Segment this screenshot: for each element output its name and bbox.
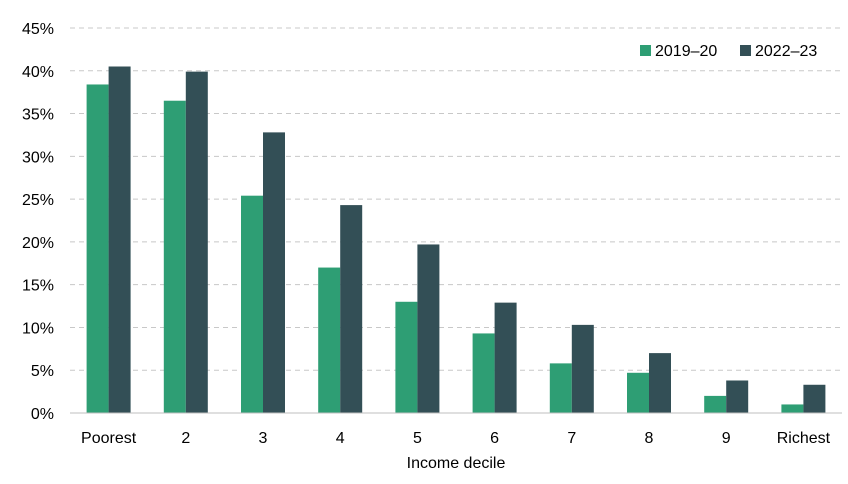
bar-series-2 bbox=[185, 71, 208, 413]
x-tick-label: Richest bbox=[777, 430, 831, 447]
x-tick-label: 3 bbox=[259, 430, 268, 447]
bar-series-1 bbox=[781, 404, 804, 413]
x-tick-label: 5 bbox=[413, 430, 422, 447]
x-axis-title: Income decile bbox=[407, 455, 506, 472]
legend-label: 2019–20 bbox=[655, 43, 717, 60]
bar-series-1 bbox=[318, 267, 341, 413]
y-tick-label: 10% bbox=[22, 320, 54, 337]
y-tick-label: 5% bbox=[31, 363, 54, 380]
y-tick-label: 45% bbox=[22, 21, 54, 38]
y-tick-label: 20% bbox=[22, 235, 54, 252]
bar-series-2 bbox=[417, 244, 440, 413]
legend-label: 2022–23 bbox=[755, 43, 817, 60]
x-tick-label: 4 bbox=[336, 430, 345, 447]
y-tick-label: 15% bbox=[22, 278, 54, 295]
bar-series-1 bbox=[472, 333, 495, 413]
x-axis-ticks: Poorest 2 3 4 5 6 7 8 9 Richest bbox=[81, 430, 831, 447]
y-tick-label: 35% bbox=[22, 107, 54, 124]
bar-series-1 bbox=[86, 84, 109, 413]
x-tick-label: 6 bbox=[490, 430, 499, 447]
y-tick-label: 25% bbox=[22, 192, 54, 209]
y-tick-label: 30% bbox=[22, 149, 54, 166]
legend-swatch bbox=[740, 45, 751, 56]
bar-series-2 bbox=[803, 384, 826, 413]
x-tick-label: Poorest bbox=[81, 430, 137, 447]
x-tick-label: 7 bbox=[567, 430, 576, 447]
bar-series-2 bbox=[649, 353, 671, 413]
legend: 2019–20 2022–23 bbox=[640, 43, 817, 60]
bar-series-1 bbox=[163, 100, 186, 413]
bar-series-2 bbox=[108, 66, 131, 413]
y-tick-label: 40% bbox=[22, 64, 54, 81]
x-tick-label: 2 bbox=[181, 430, 190, 447]
x-tick-label: 9 bbox=[722, 430, 731, 447]
bar-series-1 bbox=[627, 372, 649, 413]
bars bbox=[86, 66, 826, 413]
bar-series-1 bbox=[241, 195, 263, 413]
bar-series-2 bbox=[726, 380, 749, 413]
legend-swatch bbox=[640, 45, 651, 56]
y-tick-label: 0% bbox=[31, 406, 54, 423]
bar-series-1 bbox=[704, 395, 727, 413]
bar-series-2 bbox=[263, 132, 285, 413]
y-axis-ticks: 0% 5% 10% 15% 20% 25% 30% 35% 40% 45% bbox=[22, 21, 54, 423]
bar-series-1 bbox=[549, 363, 572, 413]
bar-series-2 bbox=[494, 302, 517, 413]
bar-series-2 bbox=[571, 324, 594, 413]
x-tick-label: 8 bbox=[645, 430, 654, 447]
bar-series-2 bbox=[340, 205, 363, 413]
bar-series-1 bbox=[395, 301, 418, 413]
